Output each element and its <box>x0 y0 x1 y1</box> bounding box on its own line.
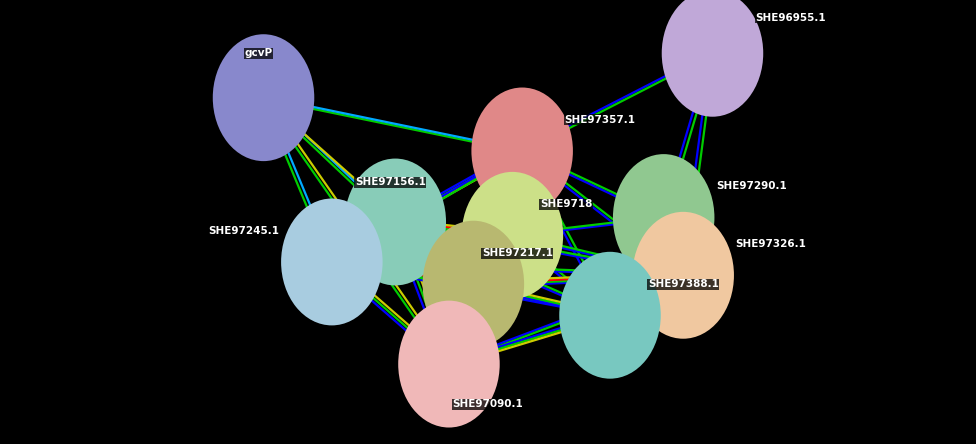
Ellipse shape <box>423 221 524 348</box>
Ellipse shape <box>471 87 573 214</box>
Text: SHE97090.1: SHE97090.1 <box>453 399 523 409</box>
Text: SHE97326.1: SHE97326.1 <box>736 239 806 249</box>
Text: SHE97156.1: SHE97156.1 <box>355 177 426 187</box>
Text: SHE97388.1: SHE97388.1 <box>648 279 718 289</box>
Ellipse shape <box>213 34 314 161</box>
Ellipse shape <box>281 198 383 325</box>
Ellipse shape <box>662 0 763 117</box>
Text: SHE97217.1: SHE97217.1 <box>482 248 552 258</box>
Text: SHE97290.1: SHE97290.1 <box>716 182 787 191</box>
Ellipse shape <box>398 301 500 428</box>
Ellipse shape <box>613 154 714 281</box>
Text: SHE9718: SHE9718 <box>540 199 592 209</box>
Ellipse shape <box>345 159 446 285</box>
Text: SHE97357.1: SHE97357.1 <box>565 115 635 125</box>
Text: SHE97245.1: SHE97245.1 <box>209 226 279 236</box>
Text: gcvP: gcvP <box>245 48 272 58</box>
Text: SHE96955.1: SHE96955.1 <box>755 13 826 23</box>
Ellipse shape <box>559 252 661 379</box>
Ellipse shape <box>462 172 563 299</box>
Ellipse shape <box>632 212 734 339</box>
